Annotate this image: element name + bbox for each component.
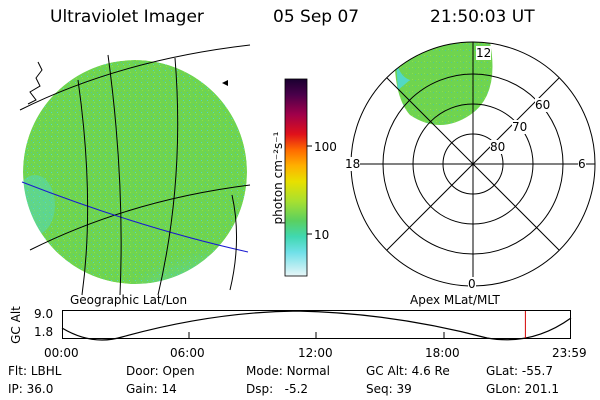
coastline	[27, 61, 43, 105]
xtick-1200: 12:00	[298, 346, 333, 360]
status-door-value: Open	[162, 364, 195, 378]
status-dsp: Dsp: -5.2	[246, 382, 309, 396]
status-ip-value: 36.0	[26, 382, 54, 396]
status-glon: GLon: 201.1	[486, 382, 559, 396]
latitude-line	[19, 44, 251, 111]
pole-marker	[222, 80, 228, 86]
xtick-1800: 18:00	[425, 346, 460, 360]
altitude-plot	[61, 310, 572, 341]
status-gain-value: 14	[161, 382, 177, 396]
longitude-line	[107, 54, 122, 296]
status-gain: Gain: 14	[126, 382, 177, 396]
status-filter: Flt: LBHL	[8, 364, 62, 378]
xtick-0600: 06:00	[170, 346, 205, 360]
status-gcalt-value: 4.6 Re	[411, 364, 450, 378]
xtick-2359: 23:59	[552, 346, 587, 360]
instrument-title: Ultraviolet Imager	[50, 7, 204, 27]
mlat-label-70: 70	[512, 120, 528, 134]
colorbar-tick-100: 100	[314, 140, 337, 154]
status-glat-value: -55.7	[521, 364, 553, 378]
mlt-label-18: 18	[345, 157, 361, 171]
status-glat: GLat: -55.7	[486, 364, 553, 378]
longitude-line	[157, 57, 179, 296]
xtick-0000: 00:00	[44, 346, 79, 360]
status-mode: Mode: Normal	[246, 364, 330, 378]
header-time: 21:50:03 UT	[430, 7, 535, 27]
mlt-label-0: 0	[468, 277, 476, 291]
status-ip: IP: 36.0	[8, 382, 54, 396]
altitude-plot-frame	[62, 310, 571, 339]
status-seq-value: 39	[396, 382, 412, 396]
mlat-label-60: 60	[535, 98, 551, 112]
altitude-ymin: 1.8	[34, 325, 54, 339]
mlt-label-12: 12	[476, 46, 492, 60]
colorbar-tick-10: 10	[314, 228, 330, 242]
status-dsp-value: -5.2	[284, 382, 309, 396]
colorbar	[284, 78, 312, 277]
header-date: 05 Sep 07	[273, 7, 360, 27]
polar-panel-label: Apex MLat/MLT	[410, 293, 500, 307]
mlat-label-80: 80	[490, 140, 506, 154]
status-mode-value: Normal	[286, 364, 330, 378]
status-gcalt: GC Alt: 4.6 Re	[366, 364, 450, 378]
altitude-xticks	[188, 332, 445, 338]
longitude-line	[229, 194, 237, 291]
status-glon-value: 201.1	[524, 382, 559, 396]
status-door: Door: Open	[126, 364, 195, 378]
status-filter-value: LBHL	[30, 364, 62, 378]
mlt-label-6: 6	[578, 157, 586, 171]
altitude-curve	[61, 310, 572, 341]
altitude-ymax: 9.0	[34, 307, 54, 321]
latitude-line	[29, 184, 251, 251]
geo-panel-label: Geographic Lat/Lon	[70, 293, 188, 307]
blue-latitude-line	[21, 181, 249, 253]
longitude-line	[77, 79, 89, 296]
status-seq: Seq: 39	[366, 382, 412, 396]
altitude-ylabel: GC Alt	[9, 306, 23, 344]
